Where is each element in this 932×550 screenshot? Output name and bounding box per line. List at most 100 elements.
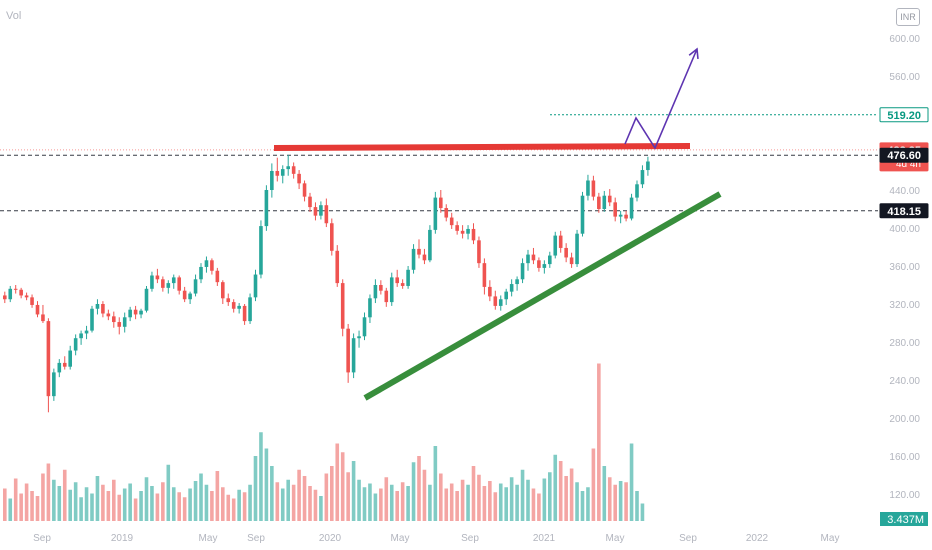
volume-bar [280, 488, 285, 521]
volume-bar [564, 476, 568, 521]
volume-bar [193, 481, 198, 521]
volume-bar [150, 486, 154, 521]
volume-bar [62, 469, 67, 521]
candle-body [139, 310, 143, 315]
candle-body [30, 297, 34, 305]
volume-bar [19, 493, 23, 521]
volume-bar [569, 468, 574, 521]
volume-bar [8, 498, 13, 521]
volume-bar [133, 498, 138, 521]
level-low-price-label-value: 418.15 [887, 206, 921, 218]
volume-bar [215, 471, 220, 521]
level-high-price-label[interactable] [879, 147, 929, 163]
volume-bar [188, 488, 192, 521]
volume-bar [204, 484, 209, 521]
volume-bar [558, 461, 563, 521]
candle-body [607, 195, 612, 203]
price-axis-tick: 560.00 [889, 72, 920, 83]
candle-body [362, 317, 367, 337]
volume-bar [466, 484, 470, 521]
candle-body [449, 217, 454, 226]
level-low-price-label[interactable] [879, 203, 929, 219]
candle-body [509, 284, 514, 292]
currency-badge[interactable]: INR [896, 8, 920, 26]
volume-bar [607, 477, 612, 521]
candle-body [635, 184, 639, 198]
volume-bar [90, 493, 94, 521]
volume-bar [411, 462, 416, 521]
volume-bar [248, 484, 252, 521]
countdown-label: 4d 4h [896, 159, 921, 170]
price-axis-bg [878, 0, 932, 550]
candle-body [79, 333, 83, 339]
volume-bar [379, 488, 383, 521]
candle-body [308, 196, 312, 208]
volume-bar [41, 473, 45, 521]
volume-bar [106, 491, 111, 521]
volume-bar [624, 482, 628, 521]
volume-bar [161, 482, 165, 521]
candle-body [428, 229, 432, 261]
candle-body [264, 190, 269, 227]
volume-bar [221, 487, 225, 521]
volume-bar [35, 496, 40, 521]
volume-bar [509, 477, 514, 521]
candle-body [531, 254, 536, 261]
candle-body [433, 197, 438, 230]
volume-bar [52, 479, 56, 521]
time-axis-tick: 2019 [111, 533, 134, 544]
volume-bar [73, 482, 78, 521]
candle-body [417, 248, 421, 255]
volume-bar [275, 482, 280, 521]
volume-bar [542, 478, 547, 521]
volume-bar [46, 463, 51, 521]
candle-body [231, 302, 236, 309]
candle-body [128, 309, 132, 318]
candle-body [193, 279, 198, 294]
volume-bar [346, 472, 350, 521]
candle-body [488, 286, 492, 297]
volume-bar [613, 484, 617, 521]
volume-bar [597, 363, 601, 521]
candle-body [422, 254, 427, 261]
candle-body [52, 372, 56, 397]
candle-body [504, 291, 508, 300]
candle-body [389, 277, 394, 303]
candle-body [384, 290, 389, 303]
volume-value-label[interactable] [880, 512, 928, 526]
candle-body [629, 197, 634, 219]
volume-bar [640, 503, 645, 521]
volume-bar [319, 496, 323, 521]
candle-body [221, 282, 225, 299]
price-axis-tick: 200.00 [889, 414, 920, 425]
volume-bar [395, 491, 399, 521]
volume-bar [335, 443, 340, 521]
volume-bar [182, 497, 187, 521]
volume-bar [520, 469, 525, 521]
support-trendline[interactable] [363, 191, 722, 401]
candle-body [346, 328, 350, 373]
volume-bar [270, 466, 274, 521]
candle-body [460, 230, 465, 234]
time-axis-tick: 2022 [746, 533, 769, 544]
volume-bar [580, 491, 585, 521]
volume-bar [444, 488, 449, 521]
volume-bar [57, 486, 62, 521]
resistance-trendline[interactable] [273, 143, 691, 151]
volume-bar [362, 487, 367, 521]
candle-body [101, 304, 105, 314]
volume-bar [286, 479, 290, 521]
candle-body [106, 313, 111, 317]
time-axis-tick: 2021 [533, 533, 556, 544]
volume-bar [231, 498, 236, 521]
candle-body [133, 309, 138, 315]
candle-body [558, 235, 563, 248]
volume-bar [417, 456, 421, 521]
projection-path[interactable] [624, 48, 698, 150]
candle-body [188, 293, 192, 300]
target-price-label[interactable] [879, 107, 929, 123]
volume-bar [548, 472, 552, 521]
volume-bar [101, 484, 105, 521]
candle-body [537, 260, 541, 268]
